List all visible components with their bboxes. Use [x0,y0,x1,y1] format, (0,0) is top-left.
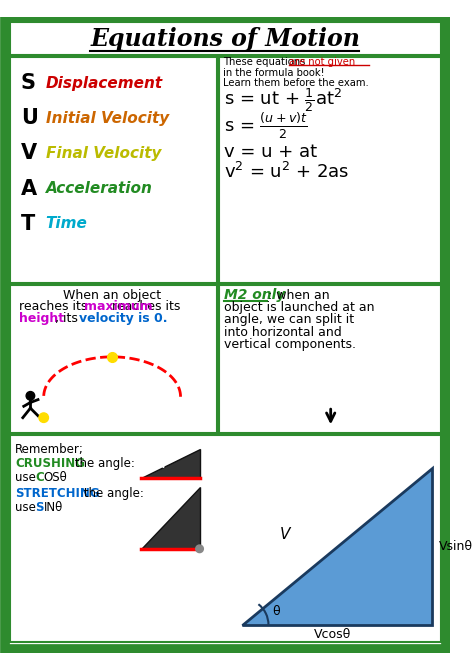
FancyBboxPatch shape [9,435,441,642]
FancyBboxPatch shape [9,56,217,283]
Text: V: V [280,527,290,542]
Text: maximum: maximum [83,300,152,313]
Text: θ: θ [272,605,279,618]
Text: into horizontal and: into horizontal and [224,326,342,338]
Text: Remember;: Remember; [15,442,84,456]
Circle shape [196,545,203,553]
Text: Displacement: Displacement [46,76,163,90]
Text: velocity is 0.: velocity is 0. [79,312,167,326]
Text: CRUSHING: CRUSHING [15,457,85,470]
Text: When an object: When an object [63,289,161,302]
Circle shape [39,413,48,422]
Text: Acceleration: Acceleration [46,181,153,196]
Text: reaches its: reaches its [19,300,91,313]
Text: use: use [15,501,40,515]
Text: Vcosθ: Vcosθ [314,628,351,641]
Polygon shape [141,449,200,478]
Text: OSθ: OSθ [44,471,67,484]
Polygon shape [242,468,432,625]
Text: Equations of Motion: Equations of Motion [90,27,360,50]
Text: T: T [21,214,35,234]
Text: S: S [21,73,36,93]
Text: Vsinθ: Vsinθ [439,541,473,553]
Text: the angle:: the angle: [80,487,144,500]
Text: Final Velocity: Final Velocity [46,146,161,161]
Text: These equations: These equations [223,57,309,67]
Text: INθ: INθ [44,501,63,515]
FancyBboxPatch shape [5,21,446,649]
Text: v = u + at: v = u + at [224,143,318,161]
Text: Learn them before the exam.: Learn them before the exam. [223,78,369,88]
Text: M2 only: M2 only [224,288,286,302]
Text: angle, we can split it: angle, we can split it [224,314,355,326]
Text: in the formula book!: in the formula book! [223,68,325,78]
Text: s = ut + $\frac{1}{2}$at$^{2}$: s = ut + $\frac{1}{2}$at$^{2}$ [224,86,342,114]
Text: STRETCHING: STRETCHING [15,487,100,500]
Text: vertical components.: vertical components. [224,338,356,351]
Text: reaches its: reaches its [112,300,184,313]
Text: Time: Time [46,216,88,231]
Text: U: U [21,109,38,129]
Text: object is launched at an: object is launched at an [224,301,375,314]
Text: A: A [21,179,37,199]
Text: , its: , its [55,312,82,326]
FancyBboxPatch shape [219,285,441,433]
Text: C: C [35,471,44,484]
Circle shape [26,391,35,400]
Text: height: height [19,312,64,326]
FancyBboxPatch shape [219,56,441,283]
Text: V: V [21,143,37,163]
Circle shape [162,456,167,462]
FancyBboxPatch shape [9,285,217,433]
Text: : when an: : when an [268,289,329,302]
Text: are not given: are not given [289,57,355,67]
FancyBboxPatch shape [9,22,441,55]
Text: Initial Velocity: Initial Velocity [46,111,169,126]
Text: S: S [35,501,44,515]
Text: v$^{2}$ = u$^{2}$ + 2as: v$^{2}$ = u$^{2}$ + 2as [224,161,350,182]
Polygon shape [141,487,200,549]
Text: the angle:: the angle: [71,457,135,470]
Text: s = $\frac{(u + v)t}{2}$: s = $\frac{(u + v)t}{2}$ [224,111,308,141]
Text: use: use [15,471,40,484]
